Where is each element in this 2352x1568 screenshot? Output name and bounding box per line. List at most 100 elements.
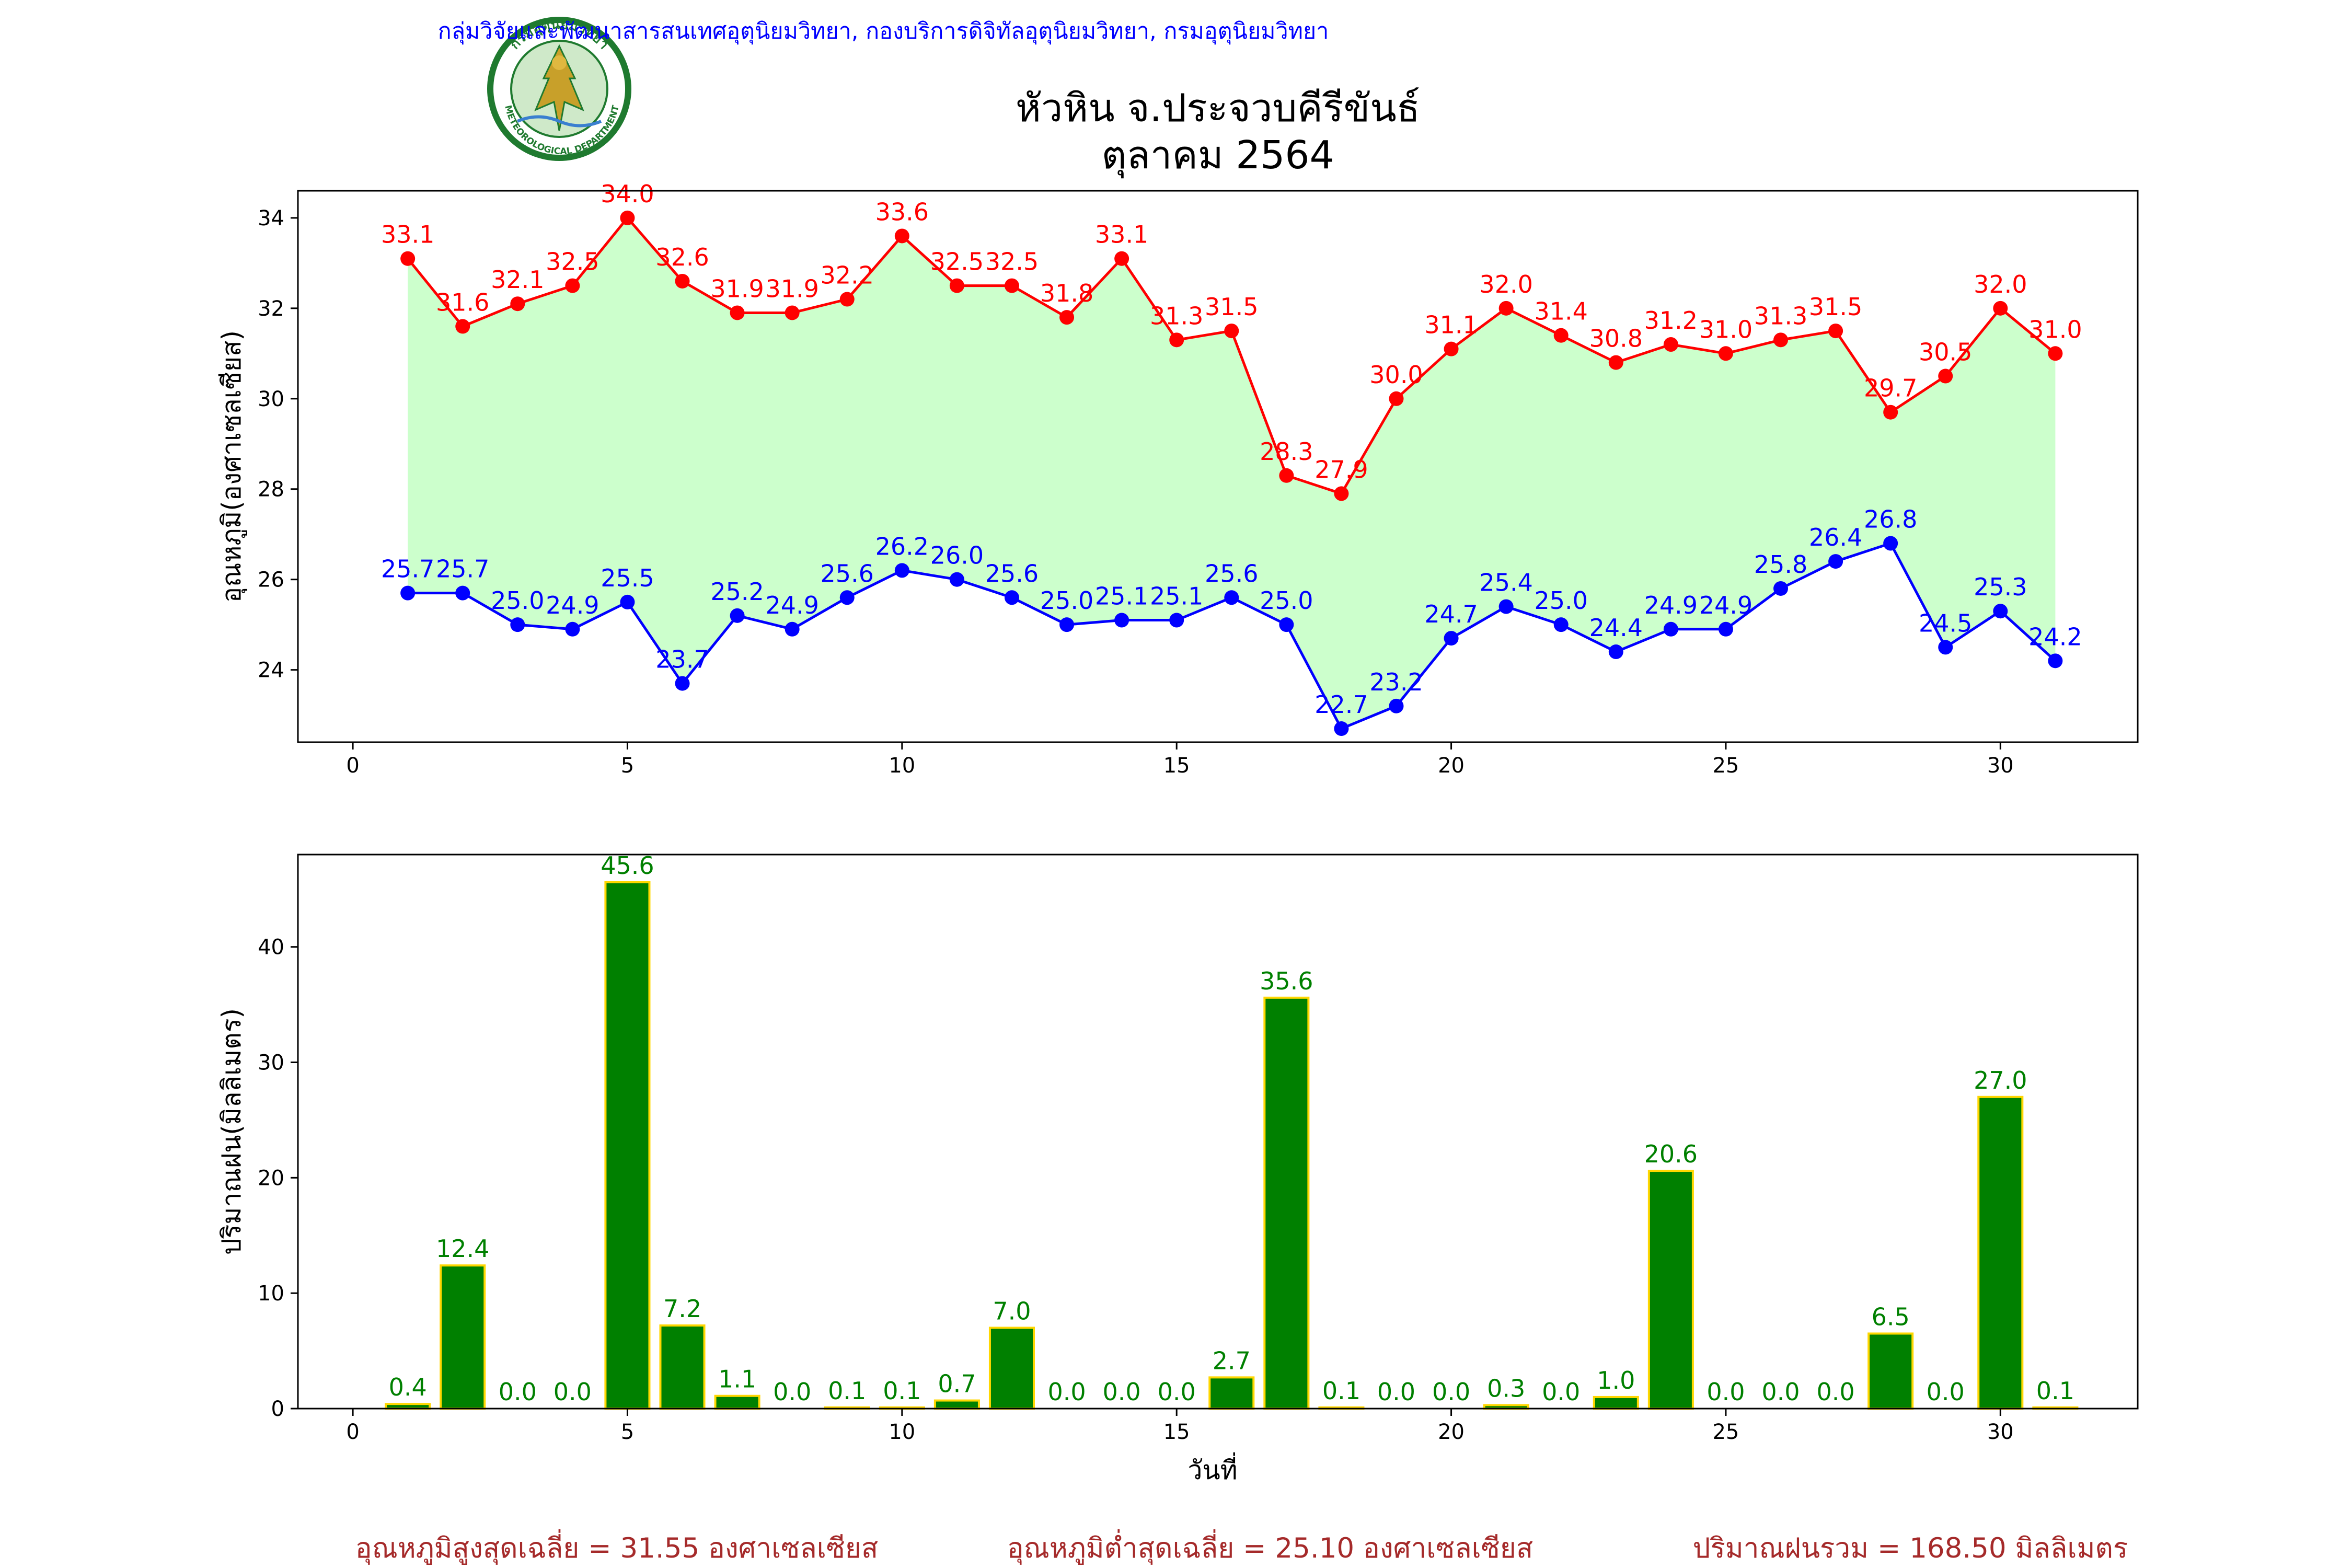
min-temperature-label: 25.8 <box>1754 550 1807 579</box>
max-temperature-point <box>894 228 909 244</box>
max-temperature-label: 32.5 <box>930 248 984 276</box>
y-tick-label: 28 <box>258 478 284 502</box>
agency-header: กลุ่มวิจัยและพัฒนาสารสนเทศอุตุนิยมวิทยา,… <box>438 18 1329 45</box>
x-tick-label: 0 <box>346 1420 359 1444</box>
rainfall-bars <box>385 881 2079 1410</box>
min-temperature-label: 26.0 <box>930 541 984 570</box>
max-temperature-point <box>785 305 800 320</box>
min-temperature-point <box>1334 721 1349 736</box>
rainfall-label: 0.0 <box>1761 1378 1800 1406</box>
y-tick-label: 20 <box>258 1166 284 1190</box>
x-tick-label: 25 <box>1712 754 1739 778</box>
min-temperature-label: 24.4 <box>1589 614 1643 642</box>
min-temperature-point <box>1663 621 1678 637</box>
max-temperature-point <box>1718 346 1733 361</box>
min-temperature-point <box>1169 613 1184 628</box>
max-temperature-label: 31.4 <box>1535 297 1588 326</box>
rainfall-label: 7.0 <box>993 1297 1031 1325</box>
rainfall-label: 12.4 <box>436 1235 489 1263</box>
max-temperature-point <box>675 273 690 289</box>
rainfall-label: 7.2 <box>663 1295 701 1323</box>
min-temperature-point <box>1224 590 1239 605</box>
footer-average-min-temperature: อุณหภูมิต่ำสุดเฉลี่ย = 25.10 องศาเซลเซีย… <box>1007 1529 1533 1565</box>
max-temperature-point <box>1334 486 1349 501</box>
max-temperature-point <box>1498 301 1514 316</box>
min-temperature-point <box>565 621 580 637</box>
rainfall-label: 0.0 <box>1377 1378 1415 1406</box>
rainfall-bar <box>1647 1170 1694 1410</box>
rainfall-bar <box>604 881 651 1410</box>
min-temperature-label: 24.9 <box>765 591 818 619</box>
min-temperature-label: 25.1 <box>1095 582 1148 610</box>
min-temperature-point <box>1279 617 1294 632</box>
temperature-data-labels: 33.131.632.132.534.032.631.9 31.9 32.233.6… <box>381 180 2082 719</box>
rainfall-bar <box>1208 1376 1255 1410</box>
min-temperature-point <box>675 676 690 691</box>
max-temperature-point <box>949 278 964 293</box>
min-temperature-label: 25.6 <box>1205 559 1258 587</box>
y-tick-label: 30 <box>258 1051 284 1075</box>
min-temperature-label: 25.0 <box>1535 586 1588 615</box>
temperature-chart: 33.131.632.132.534.032.631.9 31.9 32.233.6… <box>216 180 2139 778</box>
rainfall-label: 1.1 <box>718 1365 756 1393</box>
rainfall-label: 6.5 <box>1872 1302 1910 1331</box>
max-temperature-label: 33.1 <box>381 221 434 249</box>
max-temperature-label: 33.1 <box>1095 221 1148 249</box>
min-temperature-label: 24.7 <box>1424 600 1478 628</box>
temperature-range-fill <box>408 217 2056 729</box>
min-temperature-label: 24.2 <box>2028 622 2082 651</box>
max-temperature-point <box>1663 337 1678 352</box>
rainfall-bar <box>988 1327 1035 1410</box>
max-temperature-label: 28.3 <box>1260 437 1313 466</box>
max-temperature-point <box>1938 368 1953 384</box>
max-temperature-point <box>1004 278 1019 293</box>
y-tick-label: 32 <box>258 297 284 321</box>
max-temperature-label: 32.2 <box>821 261 874 290</box>
min-temperature-label: 26.2 <box>875 532 929 560</box>
max-temperature-point <box>1773 332 1789 348</box>
rainfall-y-axis-label: ปริมาณฝน(มิลลิเมตร) <box>216 1008 247 1255</box>
rainfall-label: 45.6 <box>601 851 654 880</box>
max-temperature-label: 31.5 <box>1205 293 1258 321</box>
min-temperature-label: 23.7 <box>655 645 709 674</box>
max-temperature-point <box>620 210 635 225</box>
x-tick-label: 10 <box>889 1420 915 1444</box>
max-temperature-point <box>730 305 745 320</box>
x-tick-label: 0 <box>346 754 359 778</box>
rainfall-label: 0.0 <box>1927 1378 1965 1406</box>
min-temperature-label: 25.5 <box>601 564 654 592</box>
rainfall-label: 0.0 <box>499 1378 537 1406</box>
min-temperature-label: 25.3 <box>1974 573 2027 601</box>
x-tick-label: 25 <box>1712 1420 1739 1444</box>
rainfall-label: 0.0 <box>1047 1378 1086 1406</box>
y-tick-label: 26 <box>258 568 284 592</box>
max-temperature-point <box>1553 328 1569 343</box>
min-temperature-point <box>1498 599 1514 614</box>
max-temperature-point <box>1279 468 1294 483</box>
x-tick-label: 20 <box>1438 1420 1465 1444</box>
rainfall-bar <box>1867 1332 1914 1410</box>
plot-frame <box>297 190 2139 743</box>
min-temperature-label: 25.7 <box>436 555 489 583</box>
min-temperature-point <box>1114 613 1129 628</box>
rainfall-label: 2.7 <box>1213 1346 1251 1375</box>
min-temperature-point <box>510 617 525 632</box>
min-temperature-point <box>730 608 745 623</box>
min-temperature-label: 25.2 <box>710 578 764 606</box>
min-temperature-label: 24.9 <box>546 591 599 619</box>
rainfall-label: 35.6 <box>1260 967 1313 995</box>
rainfall-data-labels: 0.4 12.4 0.0 0.0 45.6 7.2 1.1 0.0 0.1 0.1 0.7 7.0 0.… <box>389 851 2074 1406</box>
x-tick-label: 5 <box>621 1420 634 1444</box>
min-temperature-point <box>1883 536 1898 551</box>
min-temperature-label: 25.6 <box>821 559 874 587</box>
max-temperature-label: 31.0 <box>1699 315 1753 343</box>
max-temperature-point <box>1608 355 1623 370</box>
temperature-fill-area <box>408 217 2056 729</box>
rainfall-label: 1.0 <box>1597 1366 1635 1394</box>
rainfall-label: 0.1 <box>883 1377 921 1405</box>
y-tick-label: 30 <box>258 387 284 411</box>
max-temperature-point <box>2048 346 2063 361</box>
y-tick-label: 10 <box>258 1282 284 1306</box>
max-temperature-label: 34.0 <box>601 180 654 208</box>
min-temperature-label: 25.0 <box>491 586 544 615</box>
